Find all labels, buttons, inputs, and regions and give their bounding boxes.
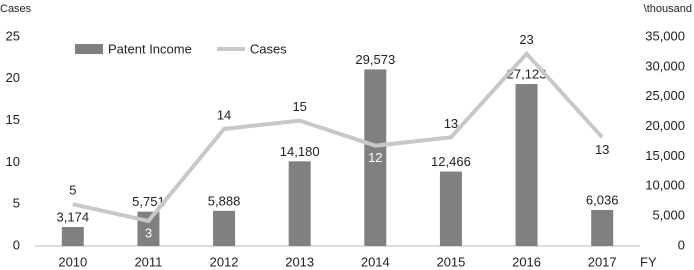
legend-label: Cases — [250, 41, 287, 56]
bar-value-label: 3,174 — [57, 209, 90, 224]
bar — [515, 84, 538, 246]
bar-value-label: 12,466 — [431, 154, 471, 169]
line — [72, 50, 604, 224]
bar — [591, 209, 614, 246]
y-tick-label: 0 — [13, 237, 20, 252]
x-tick-label: 2013 — [285, 254, 314, 269]
x-tick-label: 2012 — [210, 254, 239, 269]
line-value-label: 23 — [519, 32, 533, 47]
y2-tick-label: 35,000 — [645, 28, 685, 43]
line-value-label: 15 — [292, 99, 306, 114]
line-value-label: 3 — [145, 225, 152, 240]
x-tick-label: 2016 — [512, 254, 541, 269]
bar-value-label: 5,751 — [132, 194, 165, 209]
y2-tick-label: 25,000 — [645, 88, 685, 103]
line-value-label: 5 — [69, 183, 76, 198]
line-value-label: 12 — [368, 150, 382, 165]
y2-tick-label: 5,000 — [652, 208, 685, 223]
legend-label: Patent Income — [108, 41, 192, 56]
line-value-label: 13 — [595, 142, 609, 157]
y-tick-label: 5 — [13, 196, 20, 211]
y2-tick-label: 0 — [678, 237, 685, 252]
y2-tick-label: 15,000 — [645, 148, 685, 163]
bar-value-label: 27,123 — [507, 66, 547, 81]
x-tick-label: 2010 — [58, 254, 87, 269]
bar-value-label: 14,180 — [280, 144, 320, 159]
x-tick-label: 2015 — [436, 254, 465, 269]
bar — [439, 171, 462, 246]
x-tick-label: 2011 — [134, 254, 162, 269]
y2-tick-label: 20,000 — [645, 118, 685, 133]
bar-value-label: 5,888 — [208, 193, 241, 208]
y2-tick-label: 10,000 — [645, 178, 685, 193]
bar — [213, 210, 236, 246]
bar-value-label: 29,573 — [355, 52, 395, 67]
x-tick-label: 2017 — [588, 254, 617, 269]
line-value-label: 14 — [217, 107, 231, 122]
line-value-label: 13 — [444, 116, 458, 131]
y2-tick-label: 30,000 — [645, 58, 685, 73]
bar — [288, 161, 311, 246]
y-axis-label: Cases — [0, 3, 32, 15]
y-tick-label: 20 — [6, 70, 20, 85]
bar-value-label: 6,036 — [586, 192, 619, 207]
bar — [364, 69, 387, 246]
bar — [61, 227, 84, 246]
x-axis-label: FY — [640, 254, 657, 269]
legend-swatch — [75, 44, 103, 54]
y2-axis-label: \thousand — [644, 3, 692, 15]
y-tick-label: 10 — [6, 154, 20, 169]
y-tick-label: 15 — [6, 112, 20, 127]
x-tick-label: 2014 — [361, 254, 390, 269]
y-tick-label: 25 — [6, 28, 20, 43]
